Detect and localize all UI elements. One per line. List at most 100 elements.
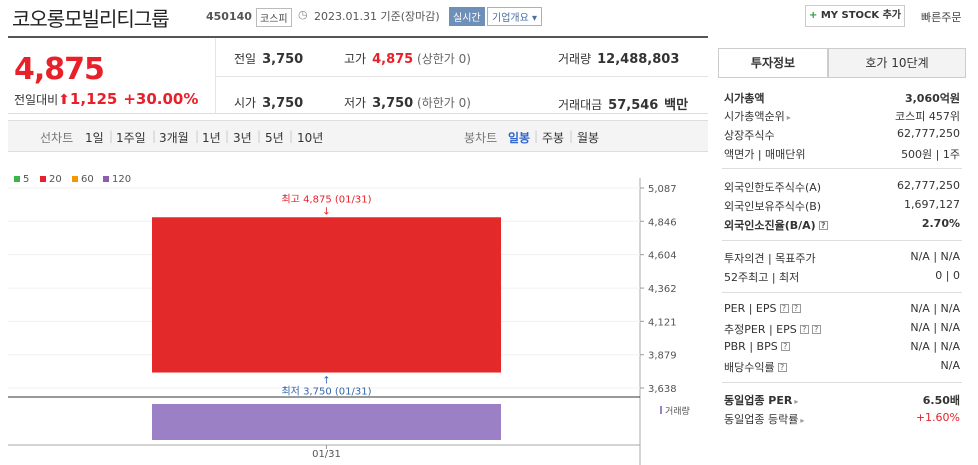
info-value: 0 | 0 — [935, 269, 960, 282]
tab-1d[interactable]: 1일 — [85, 131, 104, 145]
info-key: 액면가 | 매매단위 — [724, 148, 806, 161]
caret-right-icon[interactable]: ▸ — [794, 397, 799, 406]
legend-swatch — [103, 176, 109, 182]
prev-value: 3,750 — [262, 52, 304, 67]
tab-10y[interactable]: 10년 — [297, 131, 324, 145]
company-info-dropdown[interactable]: 기업개요 ▾ — [487, 7, 543, 26]
amount-label: 거래대금 — [558, 98, 603, 112]
divider — [722, 382, 962, 383]
market-badge: 코스피 — [256, 8, 292, 27]
info-key: 투자의견 | 목표주가 — [724, 252, 816, 265]
low-annotation: 최저 3,750 (01/31) — [281, 386, 371, 398]
info-key: 52주최고 | 최저 — [724, 271, 800, 284]
info-value: 코스피 457위 — [895, 110, 960, 123]
trade-amount: 거래대금 57,546 백만 — [558, 94, 688, 113]
my-stock-add-button[interactable]: + MY STOCK 추가 — [805, 5, 905, 27]
volume-legend-swatch — [660, 406, 662, 414]
help-icon[interactable]: ? — [779, 304, 789, 313]
ma-legend-5: 5 — [14, 174, 29, 185]
up-arrow-icon: ↑ — [322, 376, 330, 387]
realtime-button[interactable]: 실시간 — [449, 7, 485, 26]
amount-unit: 백만 — [664, 98, 689, 113]
info-row: 액면가 | 매매단위 500원 | 1주 — [724, 146, 960, 164]
x-tick-label: 01/31 — [312, 449, 341, 460]
company-info-label: 기업개요 — [492, 13, 529, 24]
info-value: N/A | N/A — [910, 302, 960, 315]
info-key: 동일업종 등락률 ▸ — [724, 413, 805, 426]
separator: | — [289, 129, 294, 143]
ma-legend-20: 20 — [40, 174, 62, 185]
divider — [722, 292, 962, 293]
tab-daily[interactable]: 일봉 — [508, 131, 531, 145]
stock-header: 코오롱모빌리티그룹 450140 코스피 ◷ 2023.01.31 기준(장마감… — [0, 0, 978, 34]
tab-investment-info[interactable]: 투자정보 — [718, 48, 828, 78]
help-icon[interactable]: ? — [811, 325, 821, 334]
current-price: 4,875 — [14, 52, 105, 87]
open-value: 3,750 — [262, 96, 304, 111]
info-value: 62,777,250 — [897, 127, 960, 140]
info-row: PBR | BPS? N/A | N/A — [724, 340, 960, 358]
info-value: N/A | N/A — [910, 321, 960, 334]
tab-1y[interactable]: 1년 — [202, 131, 221, 145]
change-value: 1,125 — [69, 90, 118, 108]
help-icon[interactable]: ? — [777, 363, 787, 372]
info-value: +1.60% — [915, 411, 960, 424]
info-value: 500원 | 1주 — [901, 148, 960, 161]
quick-order-link[interactable]: 빠른주문 — [921, 11, 962, 24]
info-value: 2.70% — [921, 217, 960, 230]
high-label: 고가 — [344, 52, 367, 66]
tab-3m[interactable]: 3개월 — [159, 131, 189, 145]
y-tick-label: 4,362 — [648, 284, 677, 295]
info-key: 동일업종 PER ▸ — [724, 394, 799, 407]
help-icon[interactable]: ? — [818, 221, 828, 230]
price-change: 전일대비⬆1,125 +30.00% — [14, 90, 198, 108]
low-label: 저가 — [344, 96, 367, 110]
line-chart-label: 선차트 — [40, 131, 74, 145]
chart-period-tabs: 선차트 1일 | 1주일 | 3개월 | 1년 | 3년 | 5년 | 10년 … — [8, 120, 708, 152]
chevron-down-icon: ▾ — [532, 13, 538, 24]
candle-body — [152, 217, 501, 373]
caret-right-icon[interactable]: ▸ — [786, 113, 791, 122]
info-key: 외국인소진율(B/A)? — [724, 217, 828, 233]
up-arrow-icon: ⬆ — [58, 92, 70, 108]
tab-3y[interactable]: 3년 — [233, 131, 252, 145]
info-row: 상장주식수 62,777,250 — [724, 127, 960, 145]
y-tick-label: 4,604 — [648, 251, 677, 262]
low-price: 저가 3,750 (하한가 0) — [344, 94, 471, 111]
tab-order-book[interactable]: 호가 10단계 — [828, 48, 966, 78]
low-value: 3,750 — [372, 96, 414, 111]
separator: | — [225, 129, 230, 143]
separator: | — [195, 129, 200, 143]
info-value: 1,697,127 — [904, 198, 960, 211]
help-icon[interactable]: ? — [791, 304, 801, 313]
amount-value: 57,546 — [608, 98, 659, 113]
high-value: 4,875 — [372, 52, 414, 67]
info-value: 62,777,250 — [897, 179, 960, 192]
high-price: 고가 4,875 (상한가 0) — [344, 50, 471, 67]
info-value: N/A — [940, 359, 960, 372]
legend-label: 120 — [112, 174, 132, 185]
down-arrow-icon: ↓ — [322, 206, 330, 217]
tab-monthly[interactable]: 월봉 — [577, 131, 600, 145]
info-key: 시가총액 — [724, 92, 765, 105]
info-row: 시가총액순위 ▸ 코스피 457위 — [724, 108, 960, 126]
caret-right-icon[interactable]: ▸ — [800, 416, 805, 425]
prev-close: 전일 3,750 — [234, 50, 303, 67]
separator: | — [257, 129, 262, 143]
plus-icon: + — [808, 10, 818, 21]
help-icon[interactable]: ? — [780, 342, 790, 351]
high-annotation: 최고 4,875 (01/31) — [281, 193, 371, 205]
info-key: 외국인한도주식수(A) — [724, 181, 822, 194]
separator: | — [569, 129, 574, 143]
help-icon[interactable]: ? — [799, 325, 809, 334]
y-tick-label: 5,087 — [648, 184, 677, 195]
change-label: 전일대비 — [14, 93, 59, 107]
info-key: PBR | BPS? — [724, 340, 790, 353]
tab-5y[interactable]: 5년 — [265, 131, 284, 145]
tab-weekly[interactable]: 주봉 — [542, 131, 565, 145]
tab-1w[interactable]: 1주일 — [116, 131, 146, 145]
info-key: 추정PER | EPS?? — [724, 321, 821, 337]
candle-chart-label: 봉차트 — [464, 131, 498, 145]
stock-name: 코오롱모빌리티그룹 — [12, 7, 170, 31]
legend-label: 20 — [49, 174, 62, 185]
